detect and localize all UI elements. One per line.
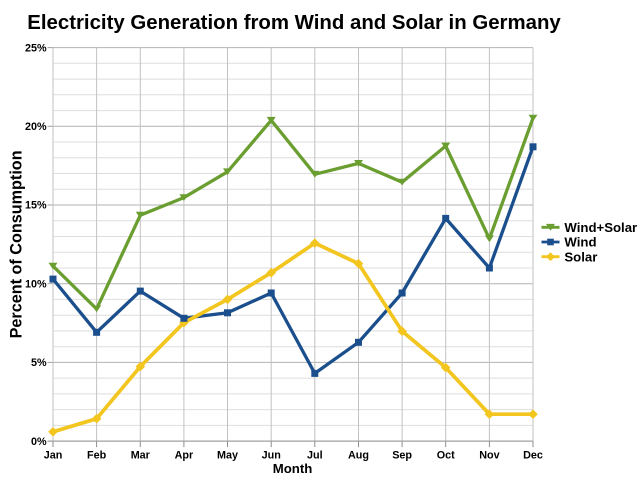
svg-text:Jul: Jul xyxy=(307,450,323,462)
svg-text:Percent of Consumption: Percent of Consumption xyxy=(8,150,26,338)
svg-text:May: May xyxy=(217,450,238,462)
svg-text:Feb: Feb xyxy=(87,450,107,462)
svg-text:Sep: Sep xyxy=(392,450,412,462)
svg-text:Aug: Aug xyxy=(348,450,369,462)
svg-text:10%: 10% xyxy=(25,278,47,290)
svg-text:Jun: Jun xyxy=(262,450,281,462)
svg-text:Wind: Wind xyxy=(564,235,596,250)
svg-text:Solar: Solar xyxy=(564,249,597,264)
svg-text:15%: 15% xyxy=(25,200,47,212)
svg-text:20%: 20% xyxy=(25,121,47,133)
svg-text:Nov: Nov xyxy=(479,450,499,462)
svg-text:Month: Month xyxy=(273,461,313,476)
svg-text:Oct: Oct xyxy=(437,450,455,462)
svg-text:0%: 0% xyxy=(31,436,47,448)
svg-text:Apr: Apr xyxy=(175,450,194,462)
svg-text:Wind+Solar: Wind+Solar xyxy=(564,220,637,235)
svg-text:Jan: Jan xyxy=(44,450,63,462)
svg-text:5%: 5% xyxy=(31,357,47,369)
svg-text:25%: 25% xyxy=(25,42,47,54)
svg-text:Electricity Generation from Wi: Electricity Generation from Wind and Sol… xyxy=(27,12,561,34)
svg-text:Dec: Dec xyxy=(523,450,543,462)
svg-text:Mar: Mar xyxy=(131,450,151,462)
